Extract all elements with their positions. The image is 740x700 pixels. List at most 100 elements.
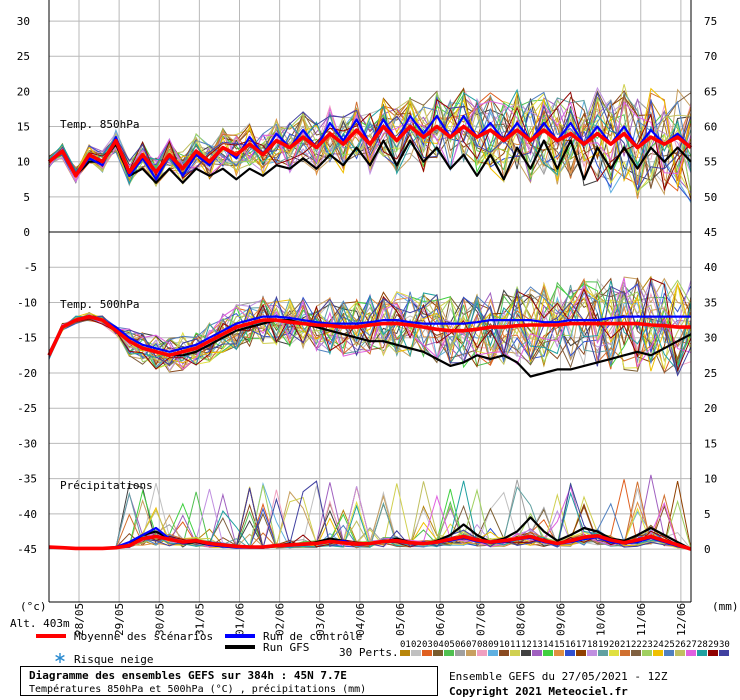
pert-swatch — [554, 650, 564, 656]
y-tick-850-left: 20 — [17, 85, 30, 98]
pert-number: 04 — [433, 640, 444, 650]
y-tick-500-left: -30 — [17, 437, 37, 450]
pert-swatch — [708, 650, 718, 656]
mean-line-850 — [47, 124, 693, 178]
pert-swatch — [521, 650, 531, 656]
snowflake-icon — [55, 653, 65, 663]
pert-number: 11 — [510, 640, 521, 650]
y-tick-850-right: 60 — [704, 121, 717, 134]
pert-number: 29 — [708, 640, 719, 650]
pert-number: 20 — [609, 640, 620, 650]
altitude-label: Alt. 403m — [10, 617, 70, 630]
pert-number: 27 — [686, 640, 697, 650]
x-tick-date: 07/06 — [474, 603, 487, 636]
y-tick-500-left: -25 — [17, 402, 37, 415]
pert-number: 03 — [422, 640, 433, 650]
pert-swatch — [620, 650, 630, 656]
pert-number: 05 — [444, 640, 455, 650]
pert-number: 06 — [455, 640, 466, 650]
y-tick-850-right: 50 — [704, 191, 717, 204]
x-tick-date: 30/05 — [153, 603, 166, 636]
y-tick-500-right: 40 — [704, 261, 717, 274]
mean-line-500 — [47, 314, 691, 358]
pert-swatch — [433, 650, 443, 656]
legend: Moyenne des scénarios Run de contrôle Ru… — [36, 630, 730, 666]
x-tick-date: 31/05 — [193, 603, 206, 636]
x-tick-date: 02/06 — [274, 603, 287, 636]
ensemble-run-label: Ensemble GEFS du 27/05/2021 - 12Z — [449, 670, 668, 683]
legend-snow-label: Risque neige — [74, 653, 153, 666]
x-tick-date: 06/06 — [434, 603, 447, 636]
x-tick-date: 03/06 — [314, 603, 327, 636]
legend-mean-swatch — [36, 634, 66, 638]
pert-number: 07 — [466, 640, 477, 650]
pert-swatch — [466, 650, 476, 656]
pert-swatch — [642, 650, 652, 656]
pert-swatch — [543, 650, 553, 656]
y-tick-500-left: -35 — [17, 473, 37, 486]
y-tick-850-left: 30 — [17, 15, 30, 28]
pert-swatch — [609, 650, 619, 656]
pert-number: 26 — [675, 640, 686, 650]
pert-swatch — [400, 650, 410, 656]
x-tick-date: 04/06 — [354, 603, 367, 636]
pert-number: 15 — [554, 640, 565, 650]
panel-title-500: Temp. 500hPa — [60, 298, 139, 311]
legend-gfs-swatch — [225, 645, 255, 649]
legend-mean-label: Moyenne des scénarios — [74, 630, 213, 643]
y-tick-500-right: 30 — [704, 332, 717, 345]
y-tick-500-right: 5 — [704, 508, 711, 521]
member-22-850 — [48, 90, 692, 189]
footer-box: Diagramme des ensembles GEFS sur 384h : … — [20, 666, 438, 696]
panel-title-850: Temp. 850hPa — [60, 118, 139, 131]
footer-title: Diagramme des ensembles GEFS sur 384h : … — [29, 669, 347, 682]
pert-swatch — [510, 650, 520, 656]
axis-labels: 30252015105075706560555045-5-10-15-20-25… — [17, 15, 718, 636]
y-tick-500-left: -15 — [17, 332, 37, 345]
x-tick-date: 05/06 — [394, 603, 407, 636]
y-tick-500-right: 25 — [704, 367, 717, 380]
pert-swatch — [598, 650, 608, 656]
pert-swatch — [697, 650, 707, 656]
y-tick-500-right: 20 — [704, 402, 717, 415]
perturbation-legend: 01 02 03 04 05 06 07 08 09 10 11 12 13 14 15 16 17 18 19 20… — [400, 640, 730, 656]
member-27-500 — [48, 277, 692, 371]
pert-number: 13 — [532, 640, 543, 650]
x-tick-date: 12/06 — [675, 603, 688, 636]
y-tick-850-left: 0 — [23, 226, 30, 239]
pert-number: 02 — [411, 640, 422, 650]
y-tick-850-right: 70 — [704, 50, 717, 63]
y-tick-500-left: -40 — [17, 508, 37, 521]
y-tick-850-right: 55 — [704, 156, 717, 169]
pert-number: 12 — [521, 640, 532, 650]
x-tick-date: 28/05 — [73, 603, 86, 636]
control-line-500 — [48, 315, 691, 356]
pert-number: 01 — [400, 640, 411, 650]
member-26-500 — [48, 292, 692, 366]
pert-swatch — [411, 650, 421, 656]
pert-number: 14 — [543, 640, 554, 650]
frame — [48, 0, 692, 603]
y-tick-500-left: -20 — [17, 367, 37, 380]
y-tick-850-right: 45 — [704, 226, 717, 239]
unit-left-label: (°c) — [20, 600, 47, 613]
unit-right-label: (mm) — [712, 600, 739, 613]
pert-swatch — [422, 650, 432, 656]
pert-number: 08 — [477, 640, 488, 650]
y-tick-500-right: 0 — [704, 543, 711, 556]
pert-swatch — [576, 650, 586, 656]
y-tick-500-left: -5 — [24, 261, 37, 274]
pert-swatch — [444, 650, 454, 656]
gfs-line-850 — [48, 139, 692, 184]
pert-number: 16 — [565, 640, 576, 650]
y-tick-850-right: 65 — [704, 85, 717, 98]
pert-swatch — [488, 650, 498, 656]
y-tick-500-right: 10 — [704, 473, 717, 486]
x-tick-date: 11/06 — [635, 603, 648, 636]
pert-swatch — [477, 650, 487, 656]
mean-line-precip — [48, 534, 692, 551]
pert-swatch — [587, 650, 597, 656]
pert-number: 28 — [697, 640, 708, 650]
y-tick-500-left: -45 — [17, 543, 37, 556]
